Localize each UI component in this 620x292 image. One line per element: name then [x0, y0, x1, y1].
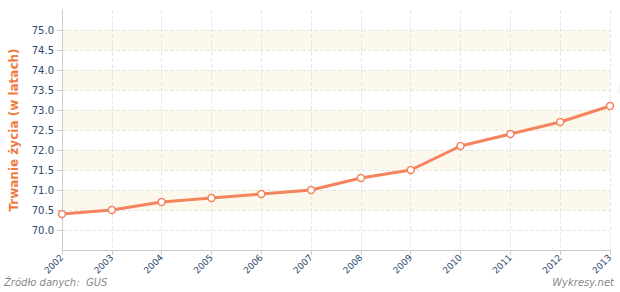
svg-text:72.5: 72.5	[32, 125, 54, 136]
svg-text:75.0: 75.0	[32, 25, 54, 36]
svg-text:2004: 2004	[142, 252, 165, 275]
svg-text:2013: 2013	[590, 252, 613, 275]
svg-text:2003: 2003	[92, 252, 115, 275]
svg-text:74.5: 74.5	[32, 45, 54, 56]
svg-text:73.0: 73.0	[32, 105, 54, 116]
svg-text:71.5: 71.5	[32, 165, 54, 176]
svg-text:70.5: 70.5	[32, 205, 54, 216]
svg-text:2008: 2008	[341, 252, 364, 275]
svg-text:73.5: 73.5	[32, 85, 54, 96]
svg-text:71.0: 71.0	[32, 185, 54, 196]
svg-text:Wykresy.net: Wykresy.net	[552, 277, 615, 288]
svg-text:Trwanie życia (w latach): Trwanie życia (w latach)	[7, 48, 21, 211]
svg-text:70.0: 70.0	[32, 225, 54, 236]
svg-text:2007: 2007	[291, 252, 314, 275]
svg-text:2011: 2011	[491, 252, 514, 275]
svg-text:2010: 2010	[441, 252, 464, 275]
svg-text:2005: 2005	[192, 252, 215, 275]
svg-text:72.0: 72.0	[32, 145, 54, 156]
svg-text:2006: 2006	[242, 252, 265, 275]
svg-text:Źródło danych: GUS: Źródło danych: GUS	[3, 276, 108, 288]
svg-text:2009: 2009	[391, 252, 414, 275]
svg-text:74.0: 74.0	[32, 65, 54, 76]
svg-text:2002: 2002	[42, 252, 65, 275]
svg-text:2012: 2012	[540, 252, 563, 275]
